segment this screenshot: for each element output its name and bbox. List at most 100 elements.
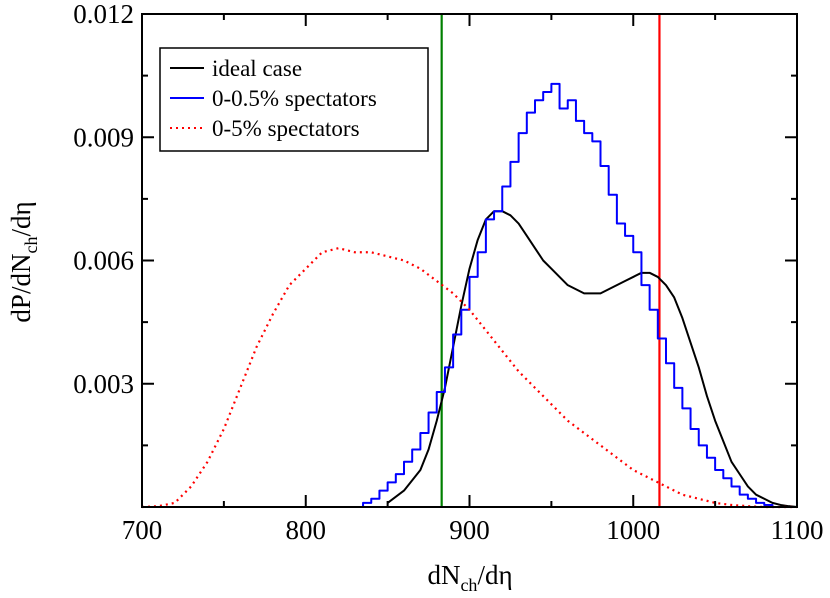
series-2-point-9: [289, 285, 290, 286]
series-2-point-34: [698, 498, 699, 499]
series-1-point-13: [461, 309, 462, 310]
series-1-point-8: [420, 432, 421, 433]
series-0-point-45: [772, 502, 773, 503]
series-2-point-29: [616, 457, 617, 458]
series-1-point-24: [551, 83, 552, 84]
series-0-point-38: [715, 420, 716, 421]
series-2-point-11: [322, 252, 323, 253]
series-1-point-14: [469, 276, 470, 277]
series-0-point-30: [649, 272, 650, 273]
y-tick-label-0: 0.003: [73, 369, 134, 399]
series-2-point-23: [518, 371, 519, 372]
x-tick-label-1: 800: [286, 515, 327, 545]
series-2-point-2: [174, 502, 175, 503]
x-tick-label-4: 1100: [771, 515, 824, 545]
series-1-point-28: [584, 133, 585, 134]
legend-label-ideal: ideal case: [212, 56, 302, 81]
series-1-point-7: [412, 449, 413, 450]
series-1-point-10: [436, 391, 437, 392]
series-0-point-13: [510, 215, 511, 216]
series-0-point-23: [592, 293, 593, 294]
series-2-point-8: [272, 313, 273, 314]
series-2-point-33: [682, 494, 683, 495]
series-1-point-40: [682, 408, 683, 409]
series-2-point-14: [371, 252, 372, 253]
series-2-point-28: [600, 445, 601, 446]
series-1-point-23: [543, 91, 544, 92]
series-0-point-25: [608, 289, 609, 290]
series-2-point-6: [240, 387, 241, 388]
series-1-point-34: [633, 252, 634, 253]
series-1-point-47: [739, 494, 740, 495]
series-0-point-41: [739, 474, 740, 475]
series-2-point-24: [534, 387, 535, 388]
series-1-point-37: [657, 338, 658, 339]
series-0-point-19: [559, 276, 560, 277]
series-0-point-8: [469, 268, 470, 269]
series-2-point-30: [633, 469, 634, 470]
series-line-2: [141, 247, 797, 509]
series-1-point-22: [534, 100, 535, 101]
series-0-point-27: [624, 280, 625, 281]
series-0-point-2: [420, 469, 421, 470]
series-0-point-14: [518, 223, 519, 224]
series-2-point-13: [354, 252, 355, 253]
series-1-point-30: [600, 165, 601, 166]
series-2-point-16: [403, 260, 404, 261]
series-0-point-39: [723, 441, 724, 442]
series-0-point-36: [698, 367, 699, 368]
series-1-point-21: [526, 112, 527, 113]
series-0-point-40: [731, 461, 732, 462]
series-0-point-28: [633, 276, 634, 277]
series-1-point-49: [755, 502, 756, 503]
series-2-point-19: [453, 293, 454, 294]
series-1-point-45: [723, 478, 724, 479]
series-1-point-25: [559, 108, 560, 109]
y-tick-label-2: 0.009: [73, 122, 134, 152]
series-1-point-36: [649, 309, 650, 310]
series-2-point-32: [665, 486, 666, 487]
series-2-point-21: [485, 330, 486, 331]
series-1-point-4: [387, 482, 388, 483]
series-2-point-5: [223, 428, 224, 429]
series-1-point-48: [747, 498, 748, 499]
series-0-point-42: [747, 486, 748, 487]
series-1-point-18: [502, 186, 503, 187]
series-1-point-32: [616, 223, 617, 224]
series-1-point-19: [510, 161, 511, 162]
series-0-point-15: [526, 235, 527, 236]
series-2-point-22: [502, 350, 503, 351]
series-2-point-17: [420, 268, 421, 269]
series-0-point-33: [674, 297, 675, 298]
series-0-point-26: [616, 285, 617, 286]
series-0-point-46: [780, 504, 781, 505]
x-tick-label-3: 1000: [606, 515, 660, 545]
series-1-point-46: [731, 486, 732, 487]
legend-label-red: 0-5% spectators: [212, 116, 360, 141]
series-0-point-35: [690, 342, 691, 343]
legend-box: [159, 47, 429, 152]
series-2-point-15: [387, 256, 388, 257]
series-1-point-6: [403, 461, 404, 462]
series-0-point-4: [436, 420, 437, 421]
series-1-point-29: [592, 141, 593, 142]
series-1-point-50: [764, 504, 765, 505]
series-0-point-3: [428, 449, 429, 450]
series-2-point-12: [338, 248, 339, 249]
series-2-point-7: [256, 346, 257, 347]
y-axis-title: dP/dNch/dη: [6, 201, 41, 322]
series-0-point-18: [551, 268, 552, 269]
series-1-point-20: [518, 133, 519, 134]
series-1-point-42: [698, 445, 699, 446]
series-line-1: [354, 82, 789, 508]
series-1-point-38: [665, 363, 666, 364]
series-0-point-1: [403, 490, 404, 491]
series-2-point-10: [305, 268, 306, 269]
series-1-point-9: [428, 412, 429, 413]
x-tick-label-2: 900: [449, 515, 490, 545]
series-2-point-18: [436, 280, 437, 281]
series-1-point-43: [706, 457, 707, 458]
series-1-point-26: [567, 100, 568, 101]
series-line-0: [387, 210, 798, 508]
series-0-point-16: [534, 248, 535, 249]
